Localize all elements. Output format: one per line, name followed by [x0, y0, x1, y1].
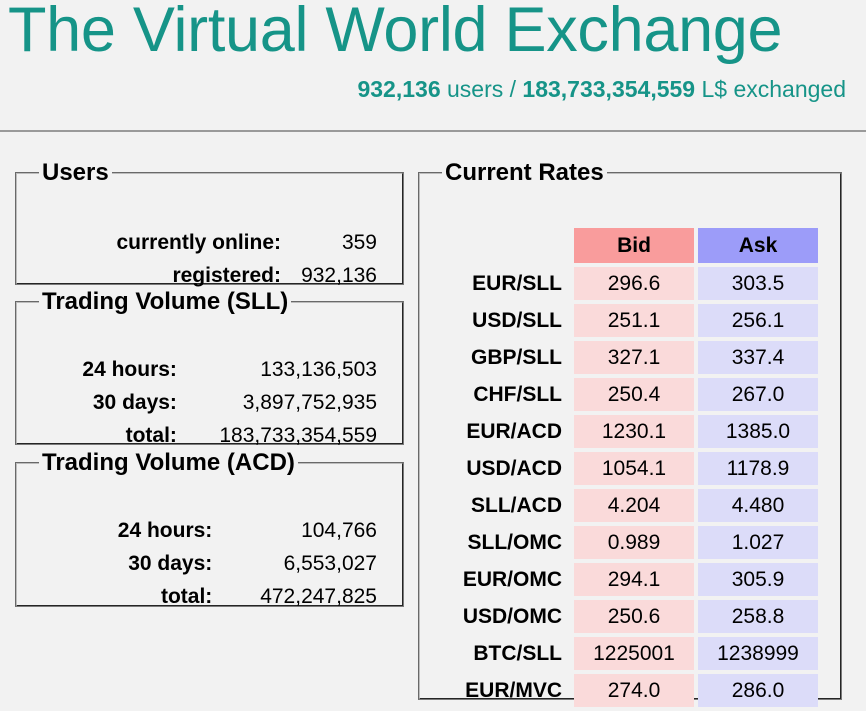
stat-label: 24 hours:	[117, 518, 213, 542]
rate-ask: 4.480	[698, 489, 818, 522]
users-stats-table: currently online: 359 registered: 932,13…	[73, 226, 377, 292]
rate-row: EUR/OMC 294.1 305.9	[450, 563, 818, 596]
users-legend: Users	[42, 159, 109, 186]
exchanged-amount: 183,733,354,559	[522, 76, 696, 102]
rate-bid: 250.6	[574, 600, 694, 633]
ask-header: Ask	[698, 228, 818, 263]
rate-bid: 1225001	[574, 637, 694, 670]
stat-row-24h: 24 hours: 133,136,503	[57, 353, 377, 386]
rate-bid: 0.989	[574, 526, 694, 559]
rate-pair: BTC/SLL	[473, 641, 562, 665]
stat-value: 6,553,027	[283, 551, 377, 575]
rate-row: SLL/ACD 4.204 4.480	[450, 489, 818, 522]
stat-value: 359	[341, 230, 377, 254]
stat-row-30d: 30 days: 3,897,752,935	[57, 386, 377, 419]
site-stats: 932,136 users / 183,733,354,559 L$ excha…	[357, 76, 846, 103]
rate-pair: EUR/SLL	[472, 271, 562, 295]
rates-body: EUR/SLL 296.6 303.5 USD/SLL 251.1 256.1 GBP/SL…	[450, 267, 818, 707]
rate-row: USD/OMC 250.6 258.8	[450, 600, 818, 633]
stat-row-30d: 30 days: 6,553,027	[79, 547, 377, 580]
volume-sll-table: 24 hours: 133,136,503 30 days: 3,897,752…	[57, 353, 377, 452]
header-divider	[0, 130, 866, 132]
rates-panel: Current Rates Bid Ask EUR/SLL 296.6 303.5 U…	[418, 159, 842, 707]
rates-legend: Current Rates	[445, 159, 604, 186]
stat-value: 183,733,354,559	[219, 423, 377, 447]
rate-ask: 256.1	[698, 304, 818, 337]
rate-pair: USD/OMC	[462, 604, 562, 628]
rate-pair: EUR/OMC	[462, 567, 562, 591]
stat-label: registered:	[172, 263, 281, 287]
rate-bid: 1054.1	[574, 452, 694, 485]
rate-row: CHF/SLL 250.4 267.0	[450, 378, 818, 411]
stat-value: 104,766	[301, 518, 377, 542]
rate-bid: 294.1	[574, 563, 694, 596]
stat-label: 24 hours:	[82, 357, 177, 381]
rate-pair: CHF/SLL	[473, 382, 562, 406]
rate-row: GBP/SLL 327.1 337.4	[450, 341, 818, 374]
rates-header-row: Bid Ask	[450, 228, 818, 263]
rate-bid: 4.204	[574, 489, 694, 522]
rate-row: SLL/OMC 0.989 1.027	[450, 526, 818, 559]
rate-row: EUR/SLL 296.6 303.5	[450, 267, 818, 300]
rate-bid: 250.4	[574, 378, 694, 411]
rate-bid: 327.1	[574, 341, 694, 374]
rate-row: BTC/SLL 1225001 1238999	[450, 637, 818, 670]
stat-row-total: total: 472,247,825	[79, 580, 377, 613]
rate-ask: 1.027	[698, 526, 818, 559]
rate-ask: 337.4	[698, 341, 818, 374]
stat-value: 932,136	[301, 263, 377, 287]
rate-ask: 1385.0	[698, 415, 818, 448]
rate-bid: 251.1	[574, 304, 694, 337]
stat-label: total:	[160, 584, 213, 608]
users-label: users /	[447, 76, 517, 102]
stat-row-registered: registered: 932,136	[73, 259, 377, 292]
stat-row-total: total: 183,733,354,559	[57, 419, 377, 452]
rate-row: EUR/ACD 1230.1 1385.0	[450, 415, 818, 448]
rates-header-blank	[450, 228, 570, 263]
stat-label: 30 days:	[92, 390, 177, 414]
rate-pair: USD/ACD	[466, 456, 562, 480]
stat-row-24h: 24 hours: 104,766	[79, 514, 377, 547]
rate-pair: SLL/OMC	[467, 530, 563, 554]
rate-pair: GBP/SLL	[470, 345, 562, 369]
stat-row-online: currently online: 359	[73, 226, 377, 259]
stat-label: total:	[125, 423, 177, 447]
site-title: The Virtual World Exchange	[8, 0, 783, 65]
rate-row: EUR/MVC 274.0 286.0	[450, 674, 818, 707]
stat-label: currently online:	[116, 230, 281, 254]
rate-pair: EUR/MVC	[465, 678, 562, 702]
rate-ask: 258.8	[698, 600, 818, 633]
stat-value: 472,247,825	[260, 584, 377, 608]
rate-ask: 267.0	[698, 378, 818, 411]
rates-table: Bid Ask EUR/SLL 296.6 303.5 USD/SLL 251.1 256…	[446, 224, 822, 711]
volume-sll-legend: Trading Volume (SLL)	[42, 288, 289, 315]
rate-ask: 1238999	[698, 637, 818, 670]
rate-ask: 305.9	[698, 563, 818, 596]
rate-bid: 1230.1	[574, 415, 694, 448]
rate-pair: USD/SLL	[472, 308, 562, 332]
volume-sll-panel: Trading Volume (SLL) 24 hours: 133,136,5…	[15, 288, 404, 447]
exchanged-label: L$ exchanged	[701, 76, 846, 102]
rate-ask: 286.0	[698, 674, 818, 707]
volume-acd-table: 24 hours: 104,766 30 days: 6,553,027 tot…	[79, 514, 377, 613]
rate-ask: 303.5	[698, 267, 818, 300]
users-panel: Users currently online: 359 registered: …	[15, 159, 404, 287]
stat-label: 30 days:	[128, 551, 213, 575]
bid-header: Bid	[574, 228, 694, 263]
volume-acd-legend: Trading Volume (ACD)	[42, 449, 295, 476]
rate-bid: 274.0	[574, 674, 694, 707]
rate-pair: SLL/ACD	[471, 493, 562, 517]
rate-row: USD/ACD 1054.1 1178.9	[450, 452, 818, 485]
rate-ask: 1178.9	[698, 452, 818, 485]
volume-acd-panel: Trading Volume (ACD) 24 hours: 104,766 3…	[15, 449, 404, 608]
rate-row: USD/SLL 251.1 256.1	[450, 304, 818, 337]
stat-value: 133,136,503	[260, 357, 377, 381]
rate-bid: 296.6	[574, 267, 694, 300]
users-count: 932,136	[357, 76, 441, 102]
stat-value: 3,897,752,935	[242, 390, 377, 414]
rate-pair: EUR/ACD	[466, 419, 562, 443]
